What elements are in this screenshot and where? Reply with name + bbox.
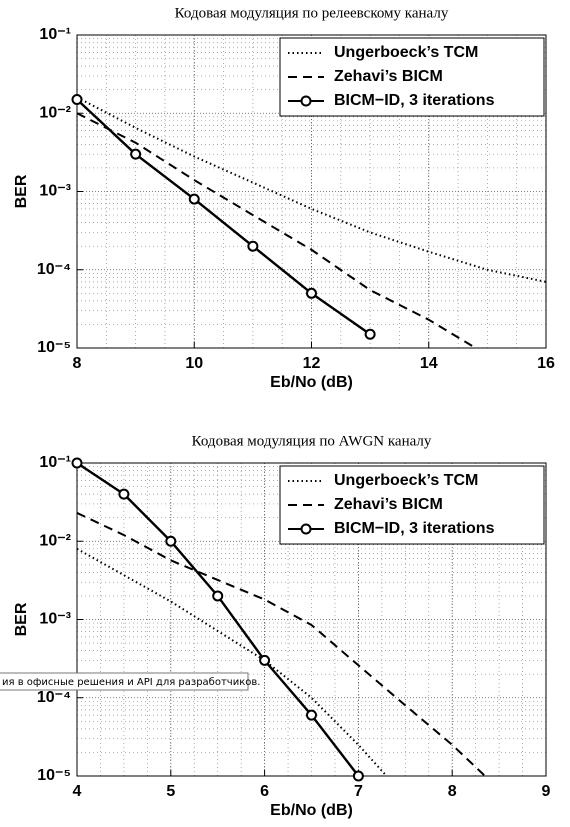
legend-label: BICM−ID, 3 iterations [334, 92, 495, 109]
x-tick-label: 12 [303, 355, 321, 372]
data-point [306, 709, 317, 721]
chart-title: Кодовая модуляция по AWGN каналу [192, 433, 432, 449]
chart-title: Кодовая модуляция по релеевскому каналу [175, 5, 449, 21]
x-tick-label: 16 [537, 355, 555, 372]
x-tick-label: 14 [420, 355, 438, 372]
y-tick-label: 10⁻¹ [39, 26, 71, 43]
series-line [76, 98, 371, 336]
x-tick-label: 10 [185, 355, 203, 372]
data-point [247, 240, 259, 252]
y-tick-label: 10⁻³ [39, 183, 71, 200]
plot-frame [76, 34, 547, 349]
chart: Кодовая модуляция по AWGN каналу 10⁻¹ 10⁻²… [13, 433, 550, 819]
legend-label: BICM−ID, 3 iterations [334, 520, 495, 537]
x-tick-label: 8 [73, 355, 82, 372]
data-point [212, 590, 224, 602]
legend-label: Zehavi’s BICM [334, 496, 443, 513]
series-line [76, 512, 486, 777]
legend-marker [300, 95, 312, 107]
data-point [71, 93, 83, 105]
x-tick-label: 9 [542, 783, 551, 800]
data-point [165, 535, 177, 547]
x-tick-label: 8 [448, 783, 457, 800]
x-tick-label: 7 [354, 783, 363, 800]
legend-marker [300, 523, 312, 535]
data-point [352, 770, 364, 782]
chart: Кодовая модуляция по релеевскому каналу 1… [13, 5, 555, 391]
y-tick-label: 10⁻³ [39, 611, 71, 628]
series-line [76, 112, 477, 349]
x-axis-label: Eb/No (dB) [270, 802, 353, 819]
y-tick-label: 10⁻² [39, 532, 71, 549]
y-axis-label: BER [13, 174, 30, 208]
y-tick-label: 10⁻² [39, 104, 71, 121]
legend-label: Ungerboeck’s TCM [334, 472, 478, 489]
data-point [188, 193, 200, 205]
y-tick-label: 10⁻⁵ [37, 339, 71, 356]
tooltip-box [0, 672, 249, 691]
data-point [130, 148, 142, 160]
x-axis-label: Eb/No (dB) [270, 374, 353, 391]
legend-label: Ungerboeck’s TCM [334, 44, 478, 61]
data-point [259, 654, 271, 666]
x-tick-label: 5 [166, 783, 175, 800]
plot-frame [76, 462, 547, 777]
y-tick-label: 10⁻⁵ [37, 767, 71, 784]
x-tick-label: 6 [260, 783, 269, 800]
series-line [76, 547, 388, 777]
data-point [118, 488, 130, 500]
y-tick-label: 10⁻⁴ [37, 689, 71, 706]
data-point [364, 328, 376, 340]
tooltip-text: ия в офисные решения и API для разработч… [2, 677, 260, 688]
x-tick-label: 4 [73, 783, 82, 800]
data-point [71, 457, 83, 469]
y-tick-label: 10⁻¹ [39, 454, 71, 471]
data-point [306, 287, 317, 299]
y-tick-label: 10⁻⁴ [37, 261, 71, 278]
y-axis-label: BER [13, 602, 30, 636]
legend-label: Zehavi’s BICM [334, 68, 443, 85]
